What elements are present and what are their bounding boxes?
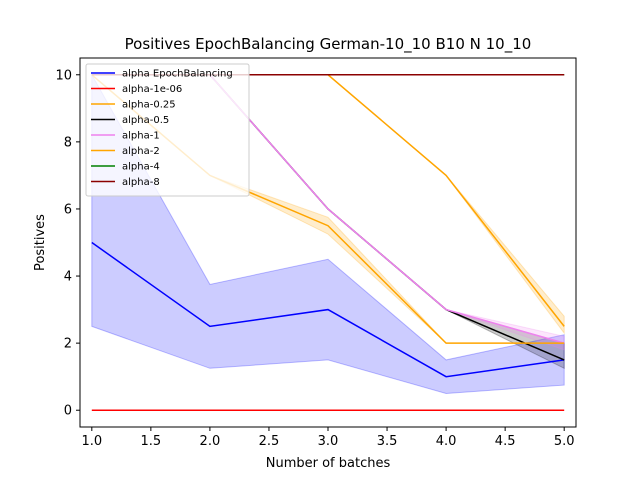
legend-label-alpha-2: alpha-2 [122,146,160,157]
y-axis-label: Positives [33,214,48,271]
y-tick-label: 10 [55,68,72,83]
y-tick-label: 2 [64,337,72,352]
legend-label-alpha-4: alpha-4 [122,162,160,173]
x-tick-label: 2.0 [200,434,221,449]
x-tick-label: 1.5 [141,434,162,449]
legend-label-alpha-0-25: alpha-0.25 [122,100,176,111]
y-tick-label: 0 [64,404,72,419]
legend-label-alpha-1e-06: alpha-1e-06 [122,84,182,95]
x-axis-label: Number of batches [266,456,391,471]
y-axis-ticks: 0 2 4 6 8 10 [55,68,80,419]
x-tick-label: 1.0 [81,434,102,449]
x-tick-label: 4.5 [495,434,516,449]
x-tick-label: 5.0 [554,434,575,449]
legend-label-alpha-epochbalancing: alpha EpochBalancing [122,69,233,80]
x-tick-label: 3.0 [318,434,339,449]
y-tick-label: 6 [64,202,72,217]
x-tick-label: 4.0 [436,434,457,449]
x-tick-label: 2.5 [259,434,280,449]
legend-box [85,63,250,197]
y-tick-label: 8 [64,135,72,150]
x-tick-label: 3.5 [377,434,398,449]
band-alpha-epochbalancing [91,72,565,394]
legend-label-alpha-8: alpha-8 [122,177,160,188]
legend-label-alpha-0-5: alpha-0.5 [122,115,169,126]
x-axis-ticks: 1.0 1.5 2.0 2.5 3.0 3.5 4.0 4.5 5.0 [81,427,575,449]
y-tick-label: 4 [64,270,72,285]
legend: alpha EpochBalancing alpha-1e-06 alpha-0.2… [85,63,250,197]
chart-title: Positives EpochBalancing German-10_10 B1… [125,35,532,54]
legend-label-alpha-1: alpha-1 [122,131,160,142]
line-alpha-epochbalancing [91,241,565,378]
